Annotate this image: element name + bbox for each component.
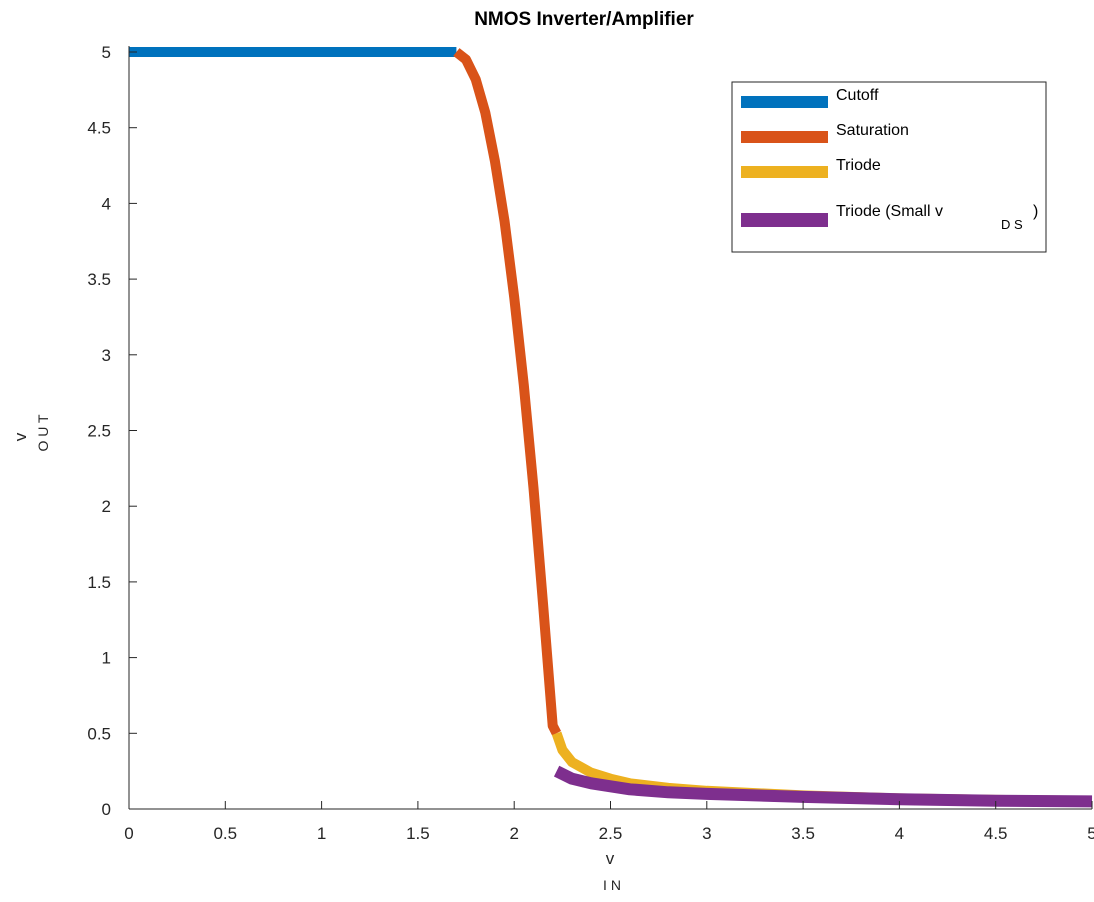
legend-label-subscript: D S bbox=[1001, 217, 1023, 232]
legend-label-suffix: ) bbox=[1033, 203, 1038, 220]
x-tick-label: 2 bbox=[509, 824, 518, 843]
legend-label: Triode (Small v bbox=[836, 203, 943, 220]
y-axis-label-sub: O U T bbox=[35, 414, 51, 452]
y-tick-label: 4 bbox=[102, 194, 111, 213]
y-ticks: 0 0.5 1 1.5 2 2.5 3 3.5 4 4.5 5 bbox=[87, 43, 137, 819]
x-tick-label: 3 bbox=[702, 824, 711, 843]
series-line-saturation bbox=[453, 48, 562, 736]
x-tick-label: 4 bbox=[895, 824, 904, 843]
x-tick-label: 1.5 bbox=[406, 824, 430, 843]
x-tick-label: 1 bbox=[317, 824, 326, 843]
x-tick-label: 0 bbox=[124, 824, 133, 843]
y-tick-label: 5 bbox=[102, 43, 111, 62]
legend-entries: Cutoff Saturation Triode Triode (Small v D S… bbox=[741, 87, 1038, 232]
y-tick-label: 3.5 bbox=[87, 270, 111, 289]
x-axis-label-main: v bbox=[606, 849, 615, 868]
x-axis-label: v I N bbox=[603, 849, 621, 893]
x-ticks: 0 0.5 1 1.5 2 2.5 3 3.5 4 4.5 5 bbox=[124, 801, 1094, 843]
y-axis-label-main: v bbox=[11, 432, 30, 441]
legend-label: Triode bbox=[836, 157, 881, 174]
series-layer bbox=[129, 47, 1093, 808]
y-tick-label: 0.5 bbox=[87, 724, 111, 743]
legend-label: Saturation bbox=[836, 122, 909, 139]
x-tick-label: 4.5 bbox=[984, 824, 1008, 843]
y-tick-label: 1 bbox=[102, 649, 111, 668]
x-tick-label: 5 bbox=[1087, 824, 1094, 843]
y-tick-label: 0 bbox=[102, 800, 111, 819]
series-line-triode-small-vds bbox=[553, 765, 1093, 808]
legend-label: Cutoff bbox=[836, 87, 879, 104]
y-tick-label: 2 bbox=[102, 497, 111, 516]
chart-title: NMOS Inverter/Amplifier bbox=[474, 9, 694, 30]
y-tick-label: 1.5 bbox=[87, 573, 111, 592]
legend: Cutoff Saturation Triode Triode (Small v D S… bbox=[731, 81, 1047, 253]
y-axis-label: v O U T bbox=[11, 414, 51, 452]
x-tick-label: 2.5 bbox=[599, 824, 623, 843]
x-axis-label-sub: I N bbox=[603, 877, 621, 893]
plot-area bbox=[129, 47, 1093, 808]
x-tick-label: 3.5 bbox=[791, 824, 815, 843]
x-tick-label: 0.5 bbox=[213, 824, 237, 843]
y-tick-label: 4.5 bbox=[87, 119, 111, 138]
y-tick-label: 3 bbox=[102, 346, 111, 365]
y-tick-label: 2.5 bbox=[87, 422, 111, 441]
